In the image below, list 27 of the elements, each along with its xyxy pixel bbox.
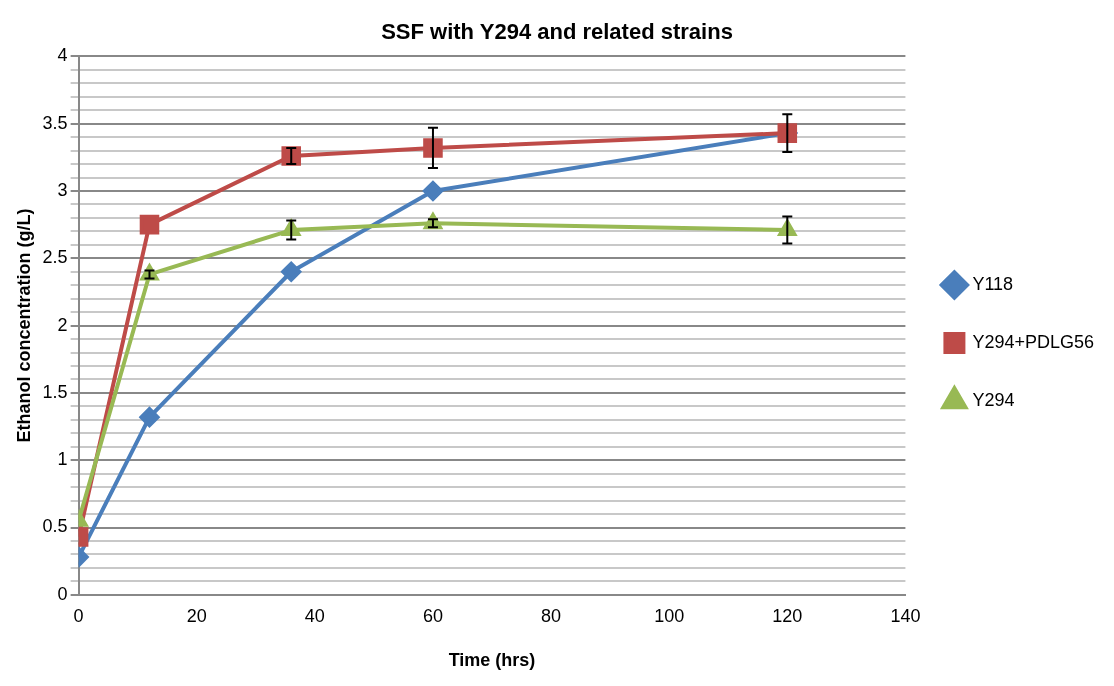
y-tick-label: 3: [57, 179, 68, 200]
y-tick-label: 2.5: [42, 247, 68, 268]
legend-label: Y118: [972, 273, 1014, 294]
x-axis-title: Time (hrs): [448, 650, 536, 671]
y-tick-label: 1.5: [42, 381, 68, 402]
x-tick-label: 0: [73, 605, 84, 626]
chart-title: SSF with Y294 and related strains: [381, 19, 733, 45]
x-tick-label: 80: [541, 605, 562, 626]
x-tick-label: 120: [772, 605, 803, 626]
x-tick-label: 60: [422, 605, 443, 626]
x-tick-label: 40: [304, 605, 325, 626]
x-tick-label: 140: [890, 605, 921, 626]
y-tick-label: 1: [57, 449, 68, 470]
point: [139, 214, 160, 235]
point: [139, 407, 160, 428]
x-tick-label: 100: [654, 605, 685, 626]
y-tick-label: 0.5: [42, 516, 68, 537]
point: [281, 261, 302, 282]
legend-label: Y294+PDLG56: [972, 331, 1095, 352]
legend-label: Y294: [972, 389, 1015, 410]
y-tick-label: 2: [57, 314, 68, 335]
y-axis-title: Ethanol concentration (g/L): [13, 208, 34, 443]
point: [422, 181, 443, 201]
y-tick-label: 3.5: [42, 112, 68, 133]
x-tick-label: 20: [186, 605, 207, 626]
y-tick-label: 4: [57, 45, 68, 66]
y-tick-label: 0: [57, 583, 68, 604]
